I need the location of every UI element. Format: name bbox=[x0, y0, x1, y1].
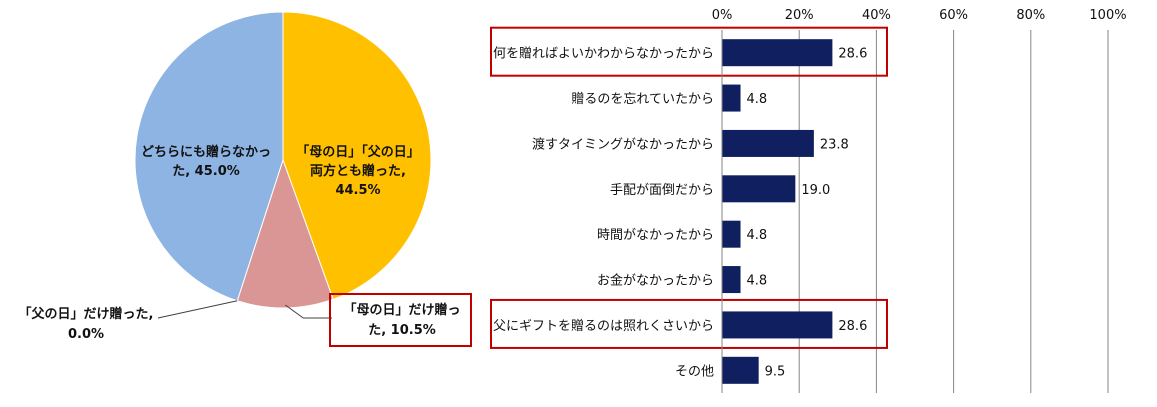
bar-chart: 0% 20% 40% 60% 80% 100% 何を贈ればよいかわからなかったから 28.6 贈… bbox=[490, 8, 1127, 393]
highlight-box bbox=[490, 298, 888, 349]
data-label: 4.8 bbox=[747, 92, 768, 107]
x-tick-label: 20% bbox=[785, 8, 814, 23]
data-label: 9.5 bbox=[765, 364, 786, 379]
pie-leader-line bbox=[284, 304, 333, 319]
data-label: 23.8 bbox=[820, 137, 849, 152]
category-label: 渡すタイミングがなかったから bbox=[532, 136, 714, 152]
bar bbox=[722, 311, 833, 339]
data-label: 4.8 bbox=[747, 228, 768, 243]
data-label: 28.6 bbox=[838, 319, 867, 334]
data-label: 28.6 bbox=[838, 47, 867, 62]
x-tick-label: 60% bbox=[939, 8, 968, 23]
x-tick-label: 100% bbox=[1089, 8, 1126, 23]
bar bbox=[722, 220, 741, 248]
category-label: 父にギフトを贈るのは照れくさいから bbox=[493, 318, 714, 334]
highlight-box bbox=[490, 26, 888, 77]
pie-leader-line bbox=[157, 300, 238, 319]
bar bbox=[722, 84, 741, 112]
x-tick-label: 80% bbox=[1016, 8, 1045, 23]
category-label: 贈るのを忘れていたから bbox=[571, 91, 714, 107]
data-label: 19.0 bbox=[801, 183, 830, 198]
pie-slice bbox=[134, 11, 284, 302]
category-label: その他 bbox=[675, 364, 714, 379]
pie-chart: 「母の日」「父の日」両方とも贈った, 44.5% どちらにも贈らなかった, 45.0… bbox=[19, 11, 472, 347]
bar bbox=[722, 39, 833, 67]
pie-label-neither: どちらにも贈らなかった, 45.0% bbox=[141, 144, 271, 179]
pie-label-mother-only: 「母の日」だけ贈った, 10.5% bbox=[343, 302, 460, 338]
x-tick-label: 0% bbox=[712, 8, 733, 23]
category-label: お金がなかったから bbox=[597, 273, 714, 289]
bar bbox=[722, 129, 814, 157]
bar bbox=[722, 175, 796, 203]
category-label: 時間がなかったから bbox=[597, 228, 714, 243]
category-label: 何を贈ればよいかわからなかったから bbox=[493, 46, 714, 62]
category-label: 手配が面倒だから bbox=[610, 183, 714, 198]
bar bbox=[722, 356, 759, 384]
bar bbox=[722, 266, 741, 294]
highlight-box bbox=[329, 293, 472, 347]
pie-label-both: 「母の日」「父の日」両方とも贈った, 44.5% bbox=[296, 144, 420, 198]
pie-label-father-only: 「父の日」だけ贈った, 0.0% bbox=[19, 306, 154, 342]
x-tick-label: 40% bbox=[862, 8, 891, 23]
data-label: 4.8 bbox=[747, 274, 768, 289]
pie-slice bbox=[282, 11, 432, 300]
